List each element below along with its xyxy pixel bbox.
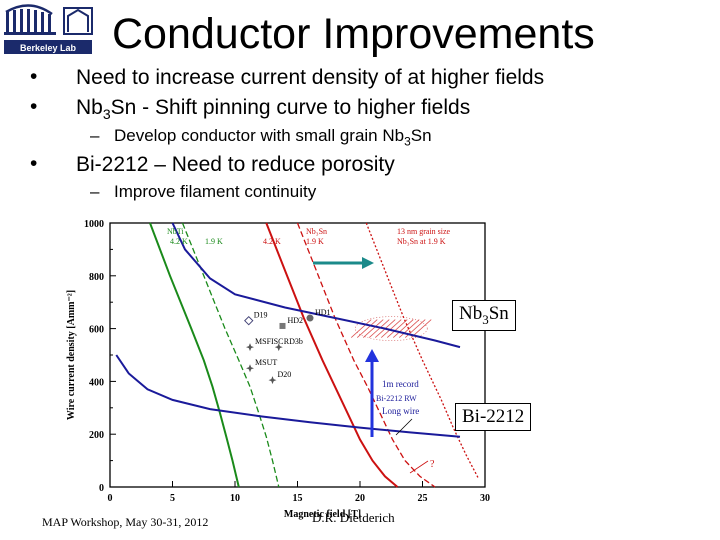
sub-bullet-dash: – — [90, 126, 100, 145]
hatch-line — [356, 319, 378, 338]
x-axis-label: Magnetic field [T] — [284, 509, 361, 520]
label-nb3sn-42k: 4.2 K — [263, 237, 281, 246]
hatch-line — [386, 319, 408, 338]
marker-D19 — [244, 315, 254, 326]
marker-label: D20 — [278, 370, 292, 379]
record-arrow-head — [365, 349, 379, 362]
y-tick-label: 200 — [89, 430, 104, 441]
marker-MSFISC — [246, 343, 254, 352]
x-tick-label: 10 — [230, 493, 240, 504]
x-tick-label: 20 — [355, 493, 365, 504]
x-tick-label: 25 — [418, 493, 428, 504]
marker-RD3b — [274, 343, 283, 352]
nb3sn-target-region — [354, 316, 428, 341]
shift-arrow-head — [362, 257, 374, 269]
bullet-bi2212: Bi-2212 – Need to reduce porosity — [76, 153, 395, 176]
series-line-2 — [265, 222, 399, 488]
series-line-4 — [365, 222, 480, 480]
label-long-wire: Long wire — [382, 406, 419, 416]
label-nb3sn-19k: 1.9 K — [306, 237, 324, 246]
label-nbti-19k: 1.9 K — [205, 237, 223, 246]
footer-workshop: MAP Workshop, May 30-31, 2012 — [42, 515, 209, 529]
long-wire-pointer — [395, 418, 413, 436]
label-bi2212-rw: Bi-2212 RW — [376, 394, 417, 403]
sub-bullet-dash: – — [90, 182, 100, 201]
series-line-1 — [181, 222, 280, 488]
sub-bullet-filament: Improve filament continuity — [114, 182, 317, 201]
label-grain-temp: Nb₃Sn at 1.9 K — [397, 237, 446, 246]
x-tick-label: 30 — [480, 493, 490, 504]
bi2212-callout: Bi-2212 — [455, 403, 532, 431]
y-tick-label: 0 — [99, 483, 104, 494]
label-nbti-42k: 4.2 K — [170, 237, 188, 246]
bullet-dot: • — [30, 65, 38, 88]
y-tick-label: 600 — [89, 325, 104, 336]
marker-HD2 — [279, 322, 286, 329]
nb3sn-callout: Nb3Sn — [452, 300, 516, 331]
x-tick-label: 0 — [108, 493, 113, 504]
bullet-dot: • — [30, 95, 38, 118]
label-nb3sn: Nb₃Sn — [306, 227, 327, 236]
x-tick-label: 15 — [293, 493, 303, 504]
label-nbti: NbTi — [167, 227, 184, 236]
marker-label: MSUT — [255, 358, 277, 367]
marker-label: D19 — [254, 311, 268, 320]
label-grain-size: 13 nm grain size — [397, 227, 451, 236]
hatch-line — [392, 319, 414, 338]
y-tick-label: 400 — [89, 377, 104, 388]
plot-frame — [109, 222, 486, 488]
bullet-nb3sn: Nb3Sn - Shift pinning curve to higher fi… — [76, 96, 471, 123]
hatch-line — [410, 319, 432, 338]
marker-label: MSFISC — [255, 337, 283, 346]
marker-label: RD3b — [284, 337, 303, 346]
marker-label: HD1 — [315, 308, 331, 317]
x-tick-label: 5 — [170, 493, 175, 504]
y-axis-label: Wire current density [Amm⁻²] — [66, 290, 77, 420]
hatch-line — [398, 319, 420, 338]
berkeley-lab-logo: Berkeley Lab — [4, 4, 93, 54]
logo-text: Berkeley Lab — [20, 43, 77, 53]
series-line-6 — [115, 354, 461, 438]
marker-MSUT — [246, 364, 254, 373]
series-line-5 — [171, 222, 461, 349]
bullet-current-density: Need to increase current density of at h… — [76, 66, 545, 89]
marker-label: HD2 — [288, 316, 304, 325]
hatch-line — [350, 319, 372, 338]
hatch-line — [362, 319, 384, 338]
label-1m-record: 1m record — [382, 379, 419, 389]
footer-author: D.R. Dietderich — [312, 510, 395, 525]
marker-D20 — [268, 376, 277, 385]
label-question: ? — [430, 459, 435, 470]
series-line-3 — [296, 222, 436, 488]
question-pointer — [409, 460, 429, 474]
y-tick-label: 1000 — [84, 219, 104, 230]
marker-HD1 — [306, 314, 314, 322]
y-tick-label: 800 — [89, 272, 104, 283]
bullet-dot: • — [30, 152, 38, 175]
page-title: Conductor Improvements — [112, 10, 595, 58]
sub-bullet-grain: Develop conductor with small grain Nb3Sn — [114, 126, 432, 149]
series-line-0 — [149, 222, 240, 488]
hatch-line — [380, 319, 402, 338]
hatch-line — [368, 319, 390, 338]
